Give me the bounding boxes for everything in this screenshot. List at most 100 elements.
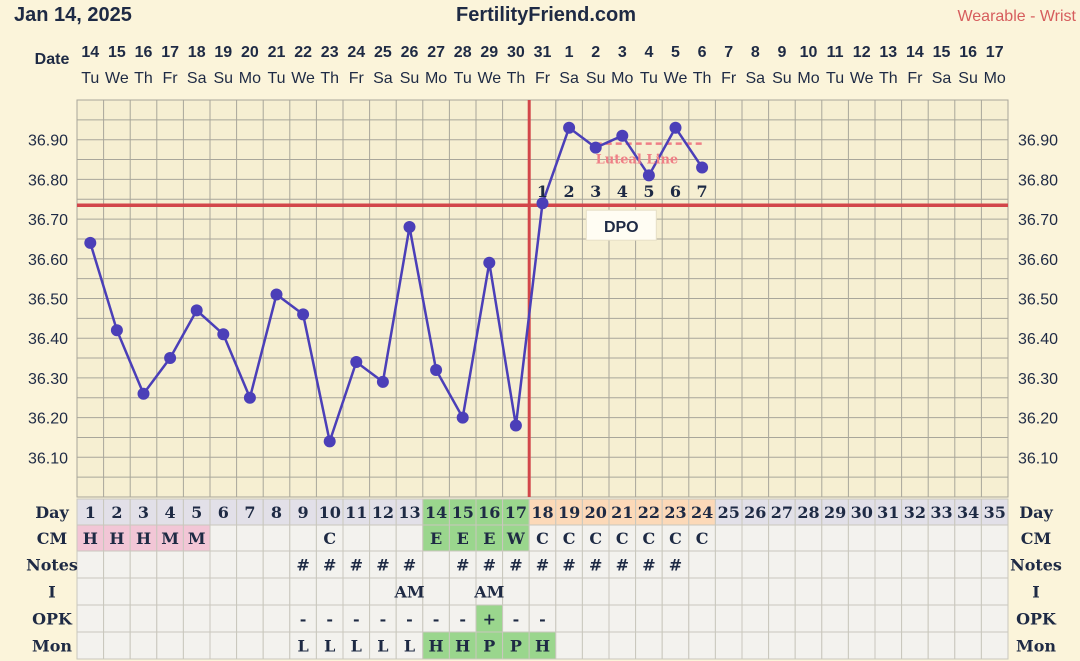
x-weekday-label: Fr	[535, 70, 551, 87]
x-date-label: 30	[507, 44, 525, 61]
x-weekday-label: Sa	[746, 70, 766, 87]
row-label-left: Mon	[32, 637, 72, 656]
table-cell	[847, 550, 876, 579]
table-cell	[821, 631, 849, 660]
row-label-right: I	[1032, 583, 1039, 602]
table-cell	[768, 498, 796, 526]
table-cell	[688, 577, 716, 606]
cm-value: C	[323, 529, 336, 548]
temperature-point	[84, 236, 97, 249]
table-cell	[76, 631, 105, 660]
dpo-number: 6	[670, 182, 681, 201]
table-cell	[528, 498, 557, 526]
table-cell	[874, 524, 903, 552]
y-tick-label: 36.60	[1018, 252, 1058, 269]
mon-value: H	[429, 637, 444, 656]
temperature-point	[430, 363, 443, 376]
y-tick-label: 36.50	[1018, 292, 1058, 309]
x-weekday-label: Su	[586, 70, 606, 87]
table-cell	[555, 604, 583, 633]
day-value: 21	[611, 503, 633, 522]
cm-value: C	[643, 529, 656, 548]
table-cell	[927, 550, 956, 579]
table-cell	[661, 498, 690, 526]
x-date-label: 11	[827, 44, 844, 61]
table-cell	[794, 577, 823, 606]
x-weekday-label: Fr	[349, 70, 365, 87]
table-cell	[342, 550, 371, 579]
x-weekday-label: Tu	[640, 70, 658, 87]
day-value: 17	[505, 503, 527, 522]
x-date-label: 22	[294, 44, 312, 61]
day-value: 28	[797, 503, 819, 522]
table-cell	[156, 498, 184, 526]
temperature-point	[270, 288, 283, 301]
x-date-label: 14	[906, 44, 924, 61]
x-date-label: 9	[777, 44, 786, 61]
table-cell	[980, 498, 1009, 526]
i-value: AM	[473, 583, 504, 602]
x-date-label: 10	[800, 44, 818, 61]
table-cell	[714, 550, 743, 579]
y-tick-label: 36.80	[1018, 172, 1058, 189]
x-weekday-label: Tu	[81, 70, 99, 87]
row-label-left: OPK	[32, 610, 73, 629]
table-cell	[608, 604, 637, 633]
opk-value: -	[300, 610, 307, 629]
notes-value: #	[456, 556, 469, 575]
x-date-label: 12	[853, 44, 871, 61]
x-date-label: 19	[214, 44, 232, 61]
table-cell	[874, 604, 903, 633]
y-tick-label: 36.90	[28, 133, 68, 150]
x-date-label: 21	[268, 44, 286, 61]
cm-value: W	[506, 529, 526, 548]
table-cell	[635, 631, 663, 660]
table-cell	[635, 524, 663, 552]
site-name[interactable]: FertilityFriend.com	[456, 4, 637, 26]
table-cell	[741, 524, 770, 552]
table-cell	[794, 524, 823, 552]
x-date-label: 17	[161, 44, 179, 61]
row-label-left: Notes	[26, 556, 78, 575]
day-value: 20	[585, 503, 607, 522]
opk-value: -	[513, 610, 520, 629]
table-cell	[289, 577, 317, 606]
table-cell	[156, 577, 184, 606]
table-cell	[236, 631, 264, 660]
x-weekday-label: Mo	[239, 70, 261, 87]
table-cell	[821, 604, 849, 633]
table-cell	[156, 604, 184, 633]
table-cell	[661, 550, 690, 579]
table-cell	[129, 577, 158, 606]
y-tick-label: 36.70	[1018, 212, 1058, 229]
row-label-left: I	[48, 583, 55, 602]
table-cell	[315, 577, 344, 606]
table-cell	[76, 550, 105, 579]
cm-value: C	[616, 529, 629, 548]
table-cell	[714, 604, 743, 633]
table-cell	[182, 524, 211, 552]
x-weekday-label: Fr	[721, 70, 737, 87]
x-date-label: 4	[644, 44, 653, 61]
temperature-series	[77, 100, 1008, 497]
table-cell	[156, 631, 184, 660]
table-cell	[502, 631, 530, 660]
table-cell	[661, 631, 690, 660]
table-cell	[475, 550, 504, 579]
table-cell	[395, 631, 424, 660]
table-cell	[901, 631, 929, 660]
table-cell	[182, 604, 211, 633]
temperature-point	[323, 435, 336, 448]
table-cell	[847, 604, 876, 633]
notes-value: #	[403, 556, 416, 575]
temperature-point	[243, 391, 256, 404]
table-cell	[289, 524, 317, 552]
table-cell	[768, 631, 796, 660]
day-value: 3	[138, 503, 149, 522]
table-cell	[76, 604, 105, 633]
table-cell	[927, 604, 956, 633]
table-cell	[528, 550, 557, 579]
table-cell	[209, 604, 238, 633]
table-cell	[821, 498, 849, 526]
temperature-point	[696, 161, 709, 174]
